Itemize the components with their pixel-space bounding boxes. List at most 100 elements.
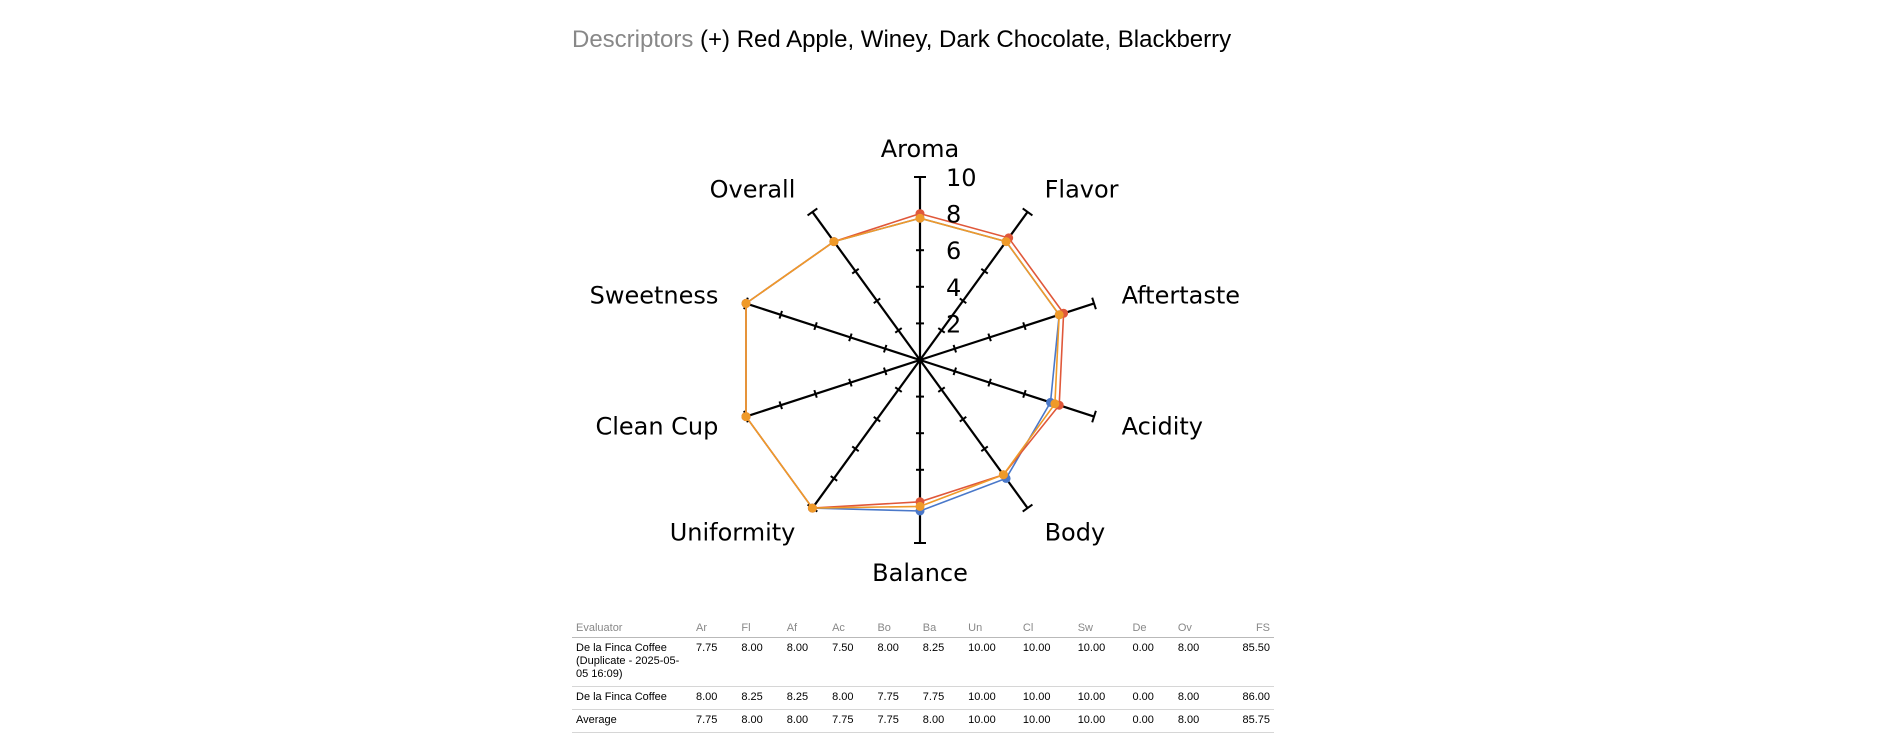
- final-score-cell: 86.00: [1219, 686, 1274, 710]
- score-cell: 10.00: [1073, 686, 1129, 710]
- score-cell: 8.00: [1173, 686, 1220, 710]
- axis-tick: [952, 367, 957, 376]
- header-body: Bo: [873, 620, 919, 638]
- axis-line-body: [919, 359, 1029, 509]
- axis-line-uniformity: [811, 359, 921, 509]
- axis-tick: [813, 321, 818, 331]
- score-cell: 8.00: [692, 686, 738, 710]
- descriptors-value: (+) Red Apple, Winey, Dark Chocolate, Bl…: [700, 26, 1232, 53]
- axis-label-uniformity: Uniformity: [670, 519, 796, 547]
- score-cell: 0.00: [1128, 637, 1174, 687]
- scale-label: 8: [946, 201, 961, 229]
- axis-tick: [980, 268, 989, 275]
- axis-tick: [952, 344, 957, 353]
- axis-line-overall: [811, 211, 921, 361]
- scale-label: 6: [946, 237, 961, 265]
- score-cell: 10.00: [1018, 686, 1074, 710]
- axis-tick: [873, 297, 881, 304]
- header-aroma: Ar: [692, 620, 738, 638]
- axis-tick: [806, 207, 818, 217]
- table-row: De la Finca Coffee (Duplicate - 2025-05-…: [572, 637, 1274, 687]
- evaluator-cell: De la Finca Coffee (Duplicate - 2025-05-…: [572, 637, 692, 687]
- descriptors-label: Descriptors: [572, 26, 694, 53]
- axis-tick: [937, 327, 946, 334]
- header-balance: Ba: [918, 620, 965, 638]
- axis-tick: [987, 333, 992, 342]
- score-cell: 10.00: [1073, 637, 1129, 687]
- score-cell: 7.75: [692, 709, 738, 733]
- header-sweetness: Sw: [1073, 620, 1129, 638]
- score-cell: 8.00: [782, 709, 829, 733]
- score-cell: 8.00: [737, 637, 783, 687]
- axis-tick: [959, 297, 967, 304]
- score-cell: 0.00: [1128, 709, 1174, 733]
- axis-tick: [894, 327, 903, 334]
- axis-label-sweetness: Sweetness: [590, 282, 719, 310]
- header-evaluator: Evaluator: [572, 620, 692, 638]
- axis-label-acidity: Acidity: [1122, 413, 1203, 441]
- axis-tick: [851, 268, 860, 275]
- axis-tick: [1091, 297, 1097, 310]
- series-point: [1054, 310, 1064, 320]
- header-overall: Ov: [1173, 620, 1220, 638]
- header-defects: De: [1128, 620, 1174, 638]
- score-cell: 8.00: [782, 637, 829, 687]
- final-score-cell: 85.50: [1219, 637, 1274, 687]
- axis-label-balance: Balance: [872, 559, 968, 587]
- score-cell: 10.00: [1073, 709, 1129, 733]
- header-clean-cup: Cl: [1018, 620, 1074, 638]
- scale-label: 2: [946, 310, 961, 338]
- axis-tick: [883, 344, 888, 353]
- axis-tick: [959, 416, 967, 423]
- axis-tick: [851, 445, 860, 452]
- header-uniformity: Un: [964, 620, 1019, 638]
- table-header-row: Evaluator Ar Fl Af Ac Bo Ba Un Cl Sw De …: [572, 620, 1274, 638]
- final-score-cell: 85.75: [1219, 709, 1274, 733]
- score-cell: 10.00: [1018, 709, 1074, 733]
- axis-label-aftertaste: Aftertaste: [1122, 282, 1240, 310]
- score-cell: 10.00: [964, 686, 1019, 710]
- series-point: [807, 503, 817, 513]
- axis-tick: [883, 367, 888, 376]
- score-cell: 7.75: [918, 686, 965, 710]
- header-acidity: Ac: [828, 620, 874, 638]
- series-line-2: [745, 212, 1065, 509]
- axis-tick: [987, 378, 992, 387]
- series-point: [998, 470, 1008, 480]
- axis-label-overall: Overall: [710, 176, 796, 204]
- score-cell: 8.00: [828, 686, 874, 710]
- score-cell: 10.00: [964, 709, 1019, 733]
- axis-tick: [848, 378, 853, 387]
- score-cell: 0.00: [1128, 686, 1174, 710]
- axis-tick: [873, 416, 881, 423]
- axis-tick: [1022, 207, 1034, 217]
- score-cell: 8.00: [737, 709, 783, 733]
- axis-tick: [937, 386, 946, 393]
- axis-tick: [848, 333, 853, 342]
- score-cell: 7.75: [828, 709, 874, 733]
- series-point: [741, 298, 751, 308]
- axis-label-flavor: Flavor: [1045, 176, 1119, 204]
- scores-table: Evaluator Ar Fl Af Ac Bo Ba Un Cl Sw De …: [572, 620, 1274, 733]
- score-cell: 7.50: [828, 637, 874, 687]
- score-cell: 7.75: [692, 637, 738, 687]
- axis-tick: [980, 445, 989, 452]
- score-cell: 8.00: [918, 709, 965, 733]
- axis-tick: [778, 401, 783, 410]
- score-cell: 8.00: [873, 637, 919, 687]
- radar-axes: [743, 176, 1097, 544]
- series-point: [1001, 237, 1011, 247]
- radar-series: [741, 209, 1069, 516]
- score-cell: 8.25: [782, 686, 829, 710]
- axis-tick: [1091, 410, 1097, 423]
- axis-label-aroma: Aroma: [881, 135, 960, 163]
- axis-tick: [1022, 503, 1034, 513]
- axis-tick: [894, 386, 903, 393]
- score-cell: 8.00: [1173, 709, 1220, 733]
- axis-tick: [830, 475, 838, 482]
- axis-label-body: Body: [1045, 519, 1106, 547]
- scale-label: 4: [946, 274, 961, 302]
- header-flavor: Fl: [737, 620, 783, 638]
- score-cell: 8.25: [737, 686, 783, 710]
- axis-tick: [1022, 321, 1027, 331]
